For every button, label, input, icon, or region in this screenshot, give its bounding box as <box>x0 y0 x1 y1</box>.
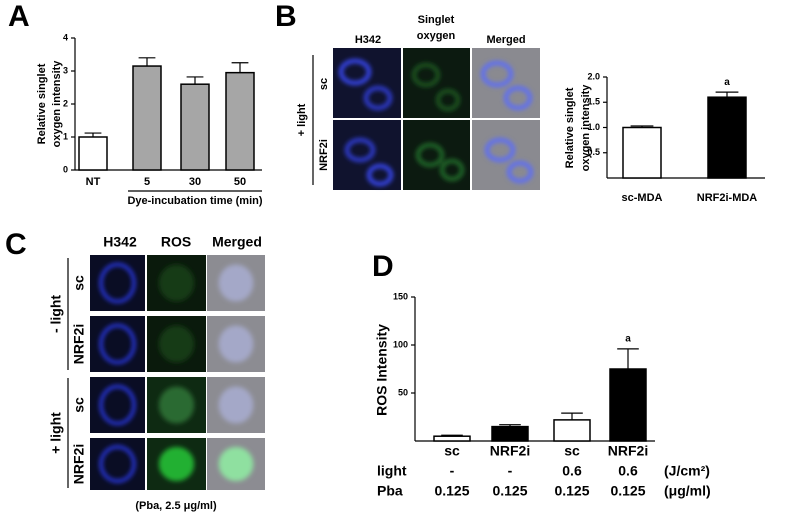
cell <box>99 324 136 364</box>
row-unit: (μg/ml) <box>664 483 711 499</box>
y-tick-label: 0.5 <box>587 147 600 157</box>
y-tick-label: 1.5 <box>587 97 600 107</box>
y-tick-label: 1 <box>63 131 68 141</box>
group-label: + light <box>296 103 308 136</box>
cell <box>158 264 195 302</box>
group-label: - light <box>48 295 64 333</box>
x-axis-label: Dye-incubation time (min) <box>127 195 262 207</box>
cell <box>218 386 254 424</box>
table-cell: - <box>450 463 455 479</box>
y-tick-label: 4 <box>63 32 68 42</box>
bar <box>491 425 529 442</box>
row-label: light <box>377 463 407 479</box>
cell <box>218 325 254 363</box>
x-tick-label: sc <box>444 443 460 459</box>
cell <box>99 445 136 483</box>
x-tick-label: sc <box>564 443 580 459</box>
caption: (Pba, 2.5 μg/ml) <box>135 500 217 512</box>
row-label: NRF2i <box>71 324 87 364</box>
column-label: H342 <box>103 234 137 250</box>
row-label: sc <box>318 78 330 90</box>
micrograph-grid <box>333 48 540 190</box>
y-tick-label: 1.0 <box>587 122 600 132</box>
y-tick-label: 150 <box>393 291 408 301</box>
x-tick-label: NRF2i <box>490 443 530 459</box>
y-tick-label: 0 <box>63 164 68 174</box>
panel-letter: A <box>8 0 30 33</box>
x-tick-label: NT <box>86 176 101 188</box>
table-cell: 0.6 <box>562 463 582 479</box>
table-cell: - <box>508 463 513 479</box>
bar <box>707 96 747 179</box>
x-tick-label: sc-MDA <box>622 192 663 204</box>
column-label: Merged <box>212 234 262 250</box>
cell <box>158 325 195 363</box>
x-tick-label: 50 <box>234 176 246 188</box>
x-tick-label: NRF2i-MDA <box>697 192 758 204</box>
cell <box>158 386 195 424</box>
x-tick-label: 30 <box>189 176 201 188</box>
row-label: sc <box>71 397 87 413</box>
annotation: a <box>625 333 631 344</box>
panel-letter: C <box>5 228 27 261</box>
bar <box>553 419 591 442</box>
row-label: NRF2i <box>318 139 330 171</box>
cell <box>218 446 254 482</box>
bar <box>622 126 662 179</box>
panel-letter: B <box>275 0 297 33</box>
micrograph-grid <box>90 253 265 492</box>
row-label: Pba <box>377 483 403 499</box>
column-label: oxygen <box>417 30 456 42</box>
bar <box>180 83 210 171</box>
panel-letter: D <box>372 250 394 283</box>
table-cell: 0.125 <box>554 483 589 499</box>
row-label: NRF2i <box>71 444 87 484</box>
y-axis-label: oxygen intensity <box>51 60 63 148</box>
cell <box>158 446 195 482</box>
annotation: a <box>724 77 730 88</box>
y-axis-label: oxygen intensity <box>580 84 592 172</box>
column-label: Singlet <box>418 14 455 26</box>
cell <box>99 263 136 303</box>
y-tick-label: 100 <box>393 339 408 349</box>
y-tick-label: 2 <box>63 98 68 108</box>
row-unit: (J/cm²) <box>664 463 710 479</box>
cell <box>218 264 254 302</box>
y-tick-label: 50 <box>398 387 408 397</box>
column-label: ROS <box>161 234 191 250</box>
table-cell: 0.6 <box>618 463 638 479</box>
column-label: Merged <box>486 34 525 46</box>
y-axis-label: Relative singlet <box>564 87 576 168</box>
y-tick-label: 2.0 <box>587 71 600 81</box>
y-axis-label: ROS Intensity <box>374 324 390 416</box>
bar <box>132 65 162 171</box>
column-label: H342 <box>355 34 381 46</box>
table-cell: 0.125 <box>610 483 645 499</box>
y-axis-label: Relative singlet <box>36 63 48 144</box>
group-label: + light <box>48 412 64 454</box>
y-tick-label: 3 <box>63 65 68 75</box>
bar <box>609 368 647 442</box>
bar <box>433 435 471 442</box>
table-cell: 0.125 <box>492 483 527 499</box>
bar <box>225 71 255 171</box>
cell <box>99 385 136 425</box>
bar <box>78 136 108 171</box>
x-tick-label: NRF2i <box>608 443 648 459</box>
table-cell: 0.125 <box>434 483 469 499</box>
row-label: sc <box>71 275 87 291</box>
x-tick-label: 5 <box>144 176 150 188</box>
